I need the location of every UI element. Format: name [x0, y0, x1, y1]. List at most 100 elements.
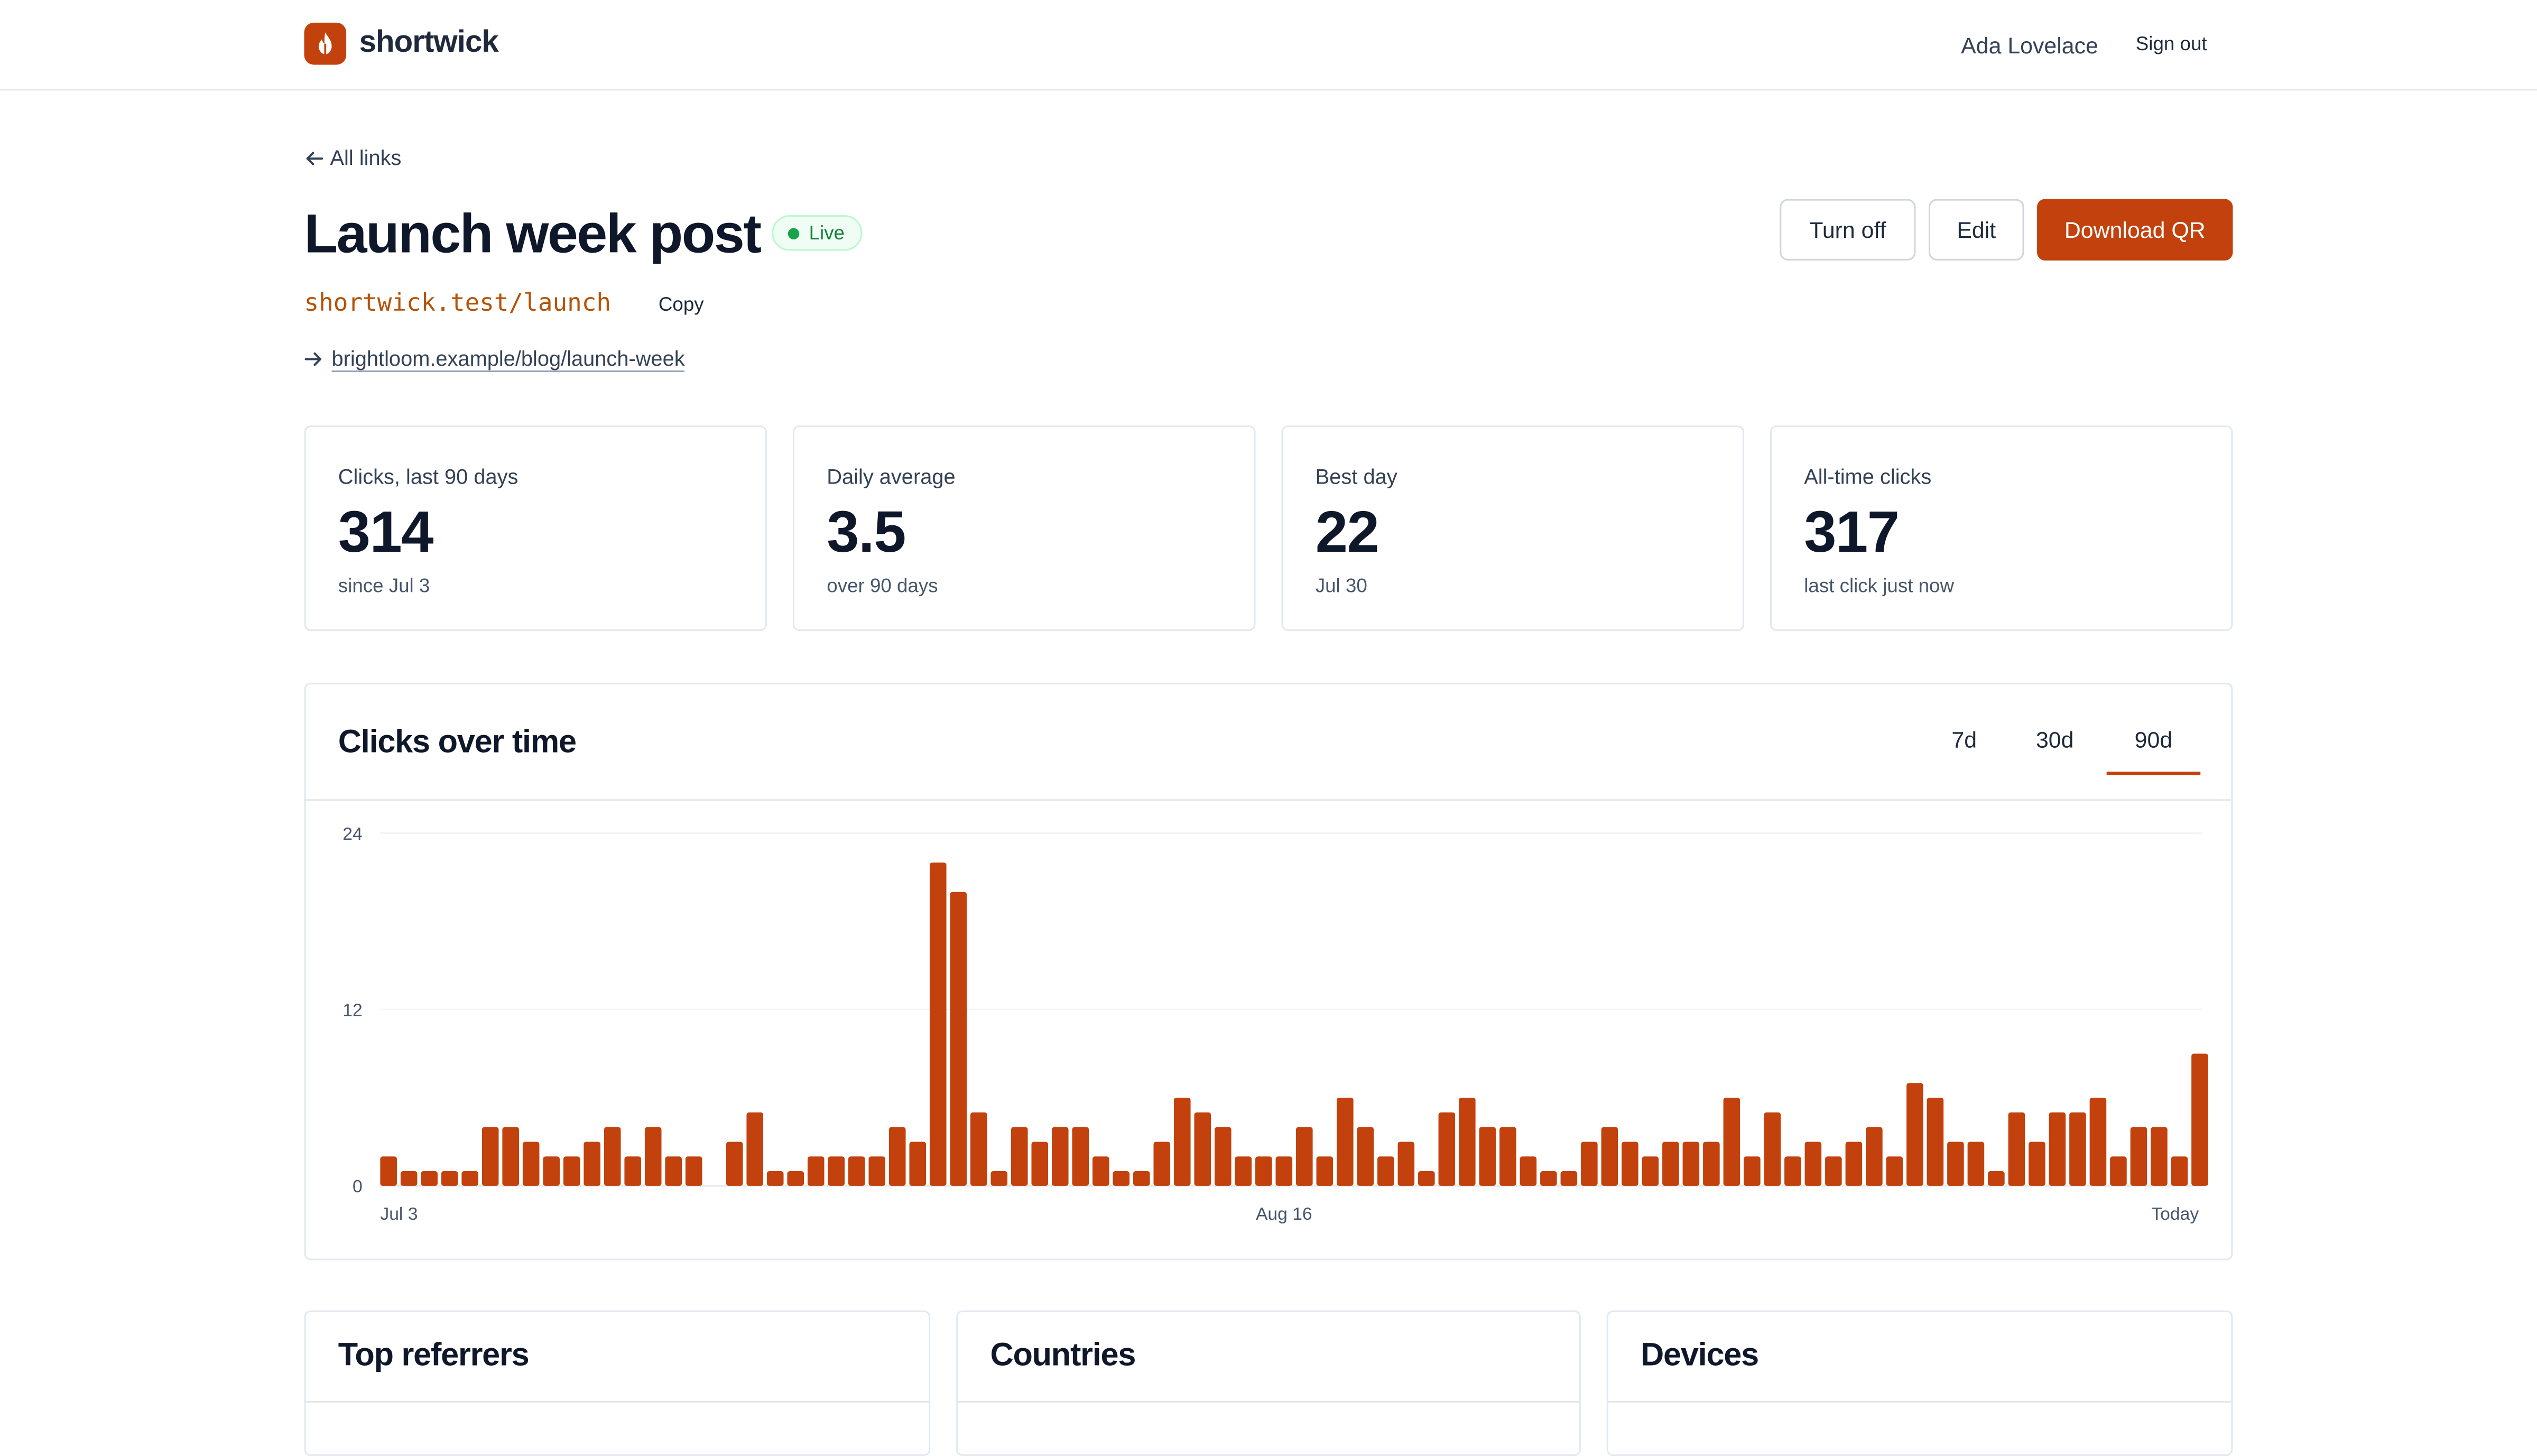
turn-off-button[interactable]: Turn off [1780, 199, 1916, 261]
chart-bar [1764, 1112, 1781, 1186]
chart-bar [726, 1142, 743, 1186]
y-tick-label: 12 [342, 1000, 362, 1020]
chart-bar [1499, 1127, 1516, 1186]
page-title: Launch week post [304, 203, 762, 266]
chart-bar [1418, 1171, 1435, 1186]
divider [1608, 1401, 2232, 1403]
chart-bar [1927, 1098, 1944, 1186]
chart-bar [1133, 1171, 1150, 1186]
chart-bar [1784, 1156, 1801, 1186]
clicks-bar-chart: 0 12 24 Jul 3 Aug 16 Today [342, 824, 2208, 1224]
chart-bar [2089, 1098, 2107, 1186]
chart-bar [868, 1156, 886, 1186]
chart-bar [1906, 1083, 1923, 1186]
chart-bar [400, 1171, 418, 1186]
chart-bar [1744, 1156, 1761, 1186]
stat-label: Clicks, last 90 days [338, 464, 518, 489]
chart-bar [1581, 1142, 1598, 1186]
chart-bar [1520, 1156, 1537, 1186]
chart-bar [1337, 1098, 1354, 1186]
chart-bar [1296, 1127, 1313, 1186]
chart-header: Clicks over time 7d 30d 90d [305, 684, 2232, 801]
arrow-left-icon [306, 151, 323, 165]
chart-bar [1662, 1142, 1679, 1186]
status-label: Live [809, 221, 845, 245]
divider [305, 1401, 929, 1403]
top-bar: shortwick Ada Lovelace Sign out [0, 0, 2537, 91]
panel-title: Top referrers [338, 1338, 530, 1374]
chart-bar [1682, 1142, 1700, 1186]
chart-bar [1174, 1098, 1191, 1186]
chart-bar [990, 1171, 1008, 1186]
chart-bar [665, 1156, 682, 1186]
copy-button[interactable]: Copy [658, 293, 704, 316]
chart-bar [1194, 1112, 1211, 1186]
devices-panel: Devices [1606, 1310, 2233, 1456]
chart-bar [888, 1127, 906, 1186]
chart-title: Clicks over time [338, 725, 577, 761]
chart-bar [2151, 1127, 2168, 1186]
chart-bar [1397, 1142, 1415, 1186]
destination-link[interactable]: brightloom.example/blog/launch-week [331, 346, 685, 373]
chart-bar [1092, 1156, 1109, 1186]
panel-title: Countries [990, 1338, 1136, 1374]
chart-bar [1540, 1171, 1557, 1186]
chart-bar [1316, 1156, 1334, 1186]
stat-label: Best day [1315, 464, 1397, 489]
chart-bar [1113, 1171, 1130, 1186]
chart-bar [380, 1156, 397, 1186]
x-tick-label: Today [2151, 1204, 2199, 1224]
tab-90d[interactable]: 90d [2106, 726, 2201, 775]
divider [958, 1401, 1579, 1403]
tab-7d[interactable]: 7d [1951, 726, 1977, 753]
tab-30d[interactable]: 30d [2035, 726, 2074, 753]
download-qr-button[interactable]: Download QR [2037, 199, 2233, 261]
flame-logo-icon [304, 22, 347, 65]
chart-bar [807, 1156, 825, 1186]
chart-bar [1804, 1142, 1822, 1186]
chart-bar [584, 1142, 600, 1186]
chart-bar [2110, 1156, 2127, 1186]
chart-bar [543, 1156, 560, 1186]
chart-bar [909, 1142, 927, 1186]
chart-bar [2029, 1142, 2045, 1186]
chart-bar [2171, 1156, 2188, 1186]
edit-button[interactable]: Edit [1928, 199, 2024, 261]
stat-subtext: last click just now [1804, 574, 1955, 597]
chart-bar [2049, 1112, 2066, 1186]
stat-label: Daily average [827, 464, 956, 489]
back-link[interactable]: All links [304, 145, 402, 170]
stat-card-best-day: Best day 22 Jul 30 [1281, 425, 1744, 631]
chart-bar [421, 1171, 438, 1186]
sign-out-link[interactable]: Sign out [2135, 32, 2207, 55]
countries-panel: Countries [956, 1310, 1581, 1456]
brand[interactable]: shortwick [304, 22, 499, 65]
chart-bar [1642, 1156, 1659, 1186]
chart-bar [1153, 1142, 1171, 1186]
stat-subtext: since Jul 3 [338, 574, 430, 597]
chart-bar [1703, 1142, 1720, 1186]
chart-bar [1723, 1098, 1740, 1186]
chart-bar [1377, 1156, 1394, 1186]
x-tick-label: Aug 16 [1256, 1204, 1312, 1224]
chart-bar [522, 1142, 540, 1186]
chart-bar [1479, 1127, 1496, 1186]
y-tick-label: 24 [342, 824, 362, 844]
chart-bar [461, 1171, 478, 1186]
chart-bar [1988, 1171, 2005, 1186]
stat-subtext: over 90 days [827, 574, 938, 597]
back-link-label: All links [330, 145, 402, 170]
stat-card-clicks-90d: Clicks, last 90 days 314 since Jul 3 [304, 425, 767, 631]
chart-bar [1051, 1127, 1069, 1186]
x-tick-label: Jul 3 [380, 1204, 418, 1224]
chart-bar [685, 1156, 702, 1186]
stat-value: 22 [1315, 498, 1379, 565]
chart-bar [848, 1156, 865, 1186]
clicks-chart-card: Clicks over time 7d 30d 90d 0 12 24 Jul 3 Au… [304, 682, 2233, 1260]
destination: brightloom.example/blog/launch-week [304, 346, 685, 373]
chart-bar [929, 863, 947, 1186]
chart-bar [1438, 1112, 1456, 1186]
chart-bar [1845, 1142, 1863, 1186]
chart-bar [970, 1112, 987, 1186]
